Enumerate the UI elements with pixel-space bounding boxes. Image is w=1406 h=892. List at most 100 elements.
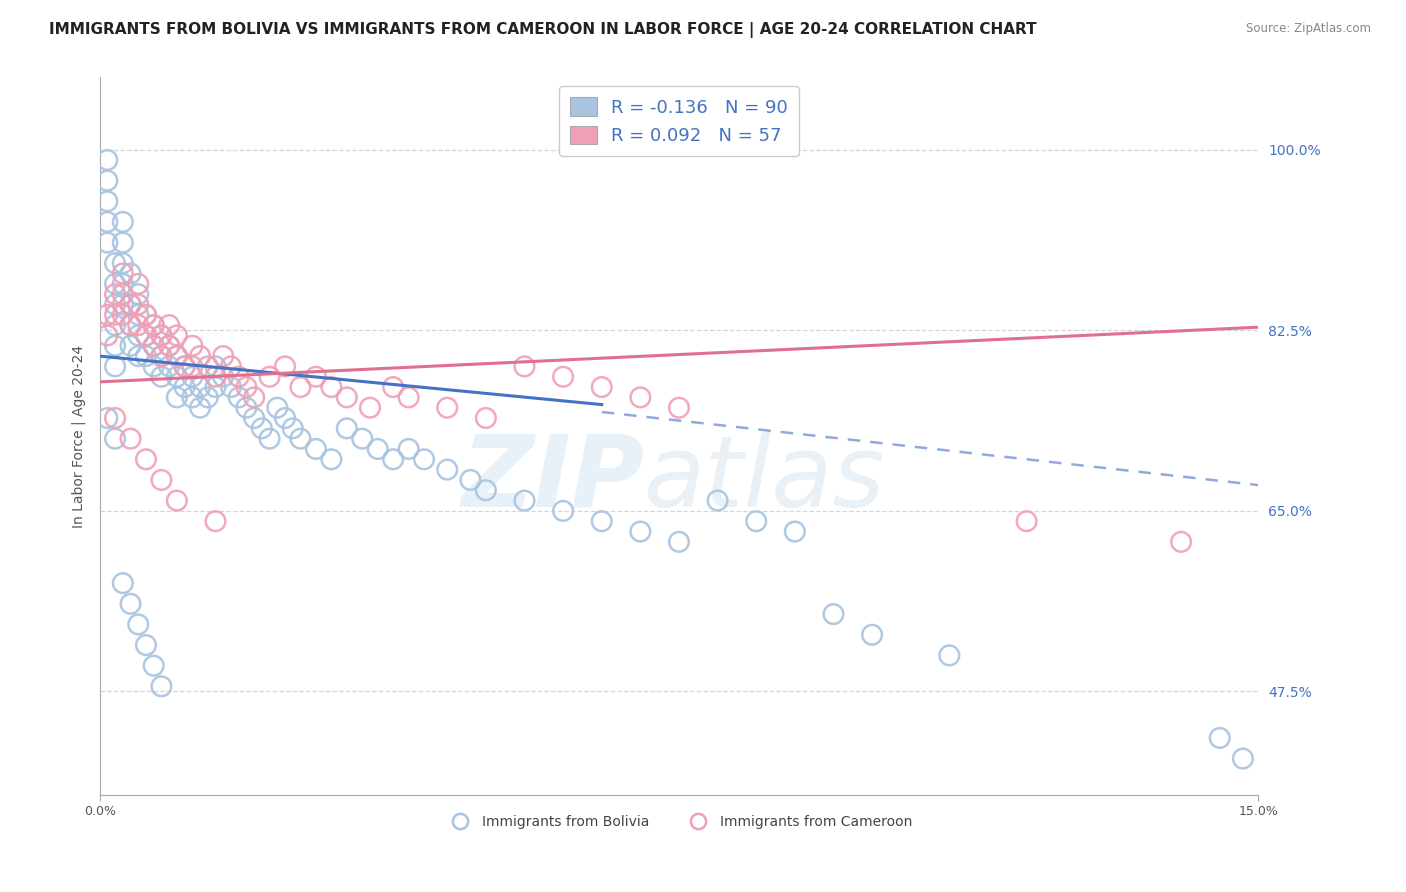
Point <box>127 308 149 322</box>
Text: ZIP: ZIP <box>461 431 644 527</box>
Point <box>127 287 149 301</box>
Point <box>783 524 806 539</box>
Point <box>166 328 188 343</box>
Point <box>228 369 250 384</box>
Point <box>166 349 188 363</box>
Point <box>336 421 359 435</box>
Point <box>181 339 204 353</box>
Point <box>142 318 165 332</box>
Point <box>860 628 883 642</box>
Point <box>204 514 226 528</box>
Point <box>104 318 127 332</box>
Point <box>150 473 173 487</box>
Point <box>96 411 118 425</box>
Point <box>111 256 134 270</box>
Point <box>305 369 328 384</box>
Point <box>204 380 226 394</box>
Point <box>166 349 188 363</box>
Point <box>111 576 134 591</box>
Point <box>367 442 389 456</box>
Point <box>157 359 180 374</box>
Point <box>120 318 142 332</box>
Point <box>166 493 188 508</box>
Point <box>228 390 250 404</box>
Point <box>460 473 482 487</box>
Point <box>142 658 165 673</box>
Point <box>135 308 157 322</box>
Point <box>266 401 288 415</box>
Y-axis label: In Labor Force | Age 20-24: In Labor Force | Age 20-24 <box>72 344 86 528</box>
Point <box>243 390 266 404</box>
Point <box>219 380 242 394</box>
Point <box>321 380 343 394</box>
Point <box>104 308 127 322</box>
Text: atlas: atlas <box>644 431 886 527</box>
Point <box>235 380 257 394</box>
Point <box>204 359 226 374</box>
Point <box>212 369 235 384</box>
Point <box>321 452 343 467</box>
Point <box>305 442 328 456</box>
Point <box>150 349 173 363</box>
Point <box>274 359 297 374</box>
Point <box>104 359 127 374</box>
Point <box>150 349 173 363</box>
Point <box>96 328 118 343</box>
Legend: Immigrants from Bolivia, Immigrants from Cameroon: Immigrants from Bolivia, Immigrants from… <box>440 809 918 834</box>
Point <box>135 452 157 467</box>
Point <box>745 514 768 528</box>
Point <box>157 318 180 332</box>
Point <box>104 432 127 446</box>
Point <box>591 380 613 394</box>
Point <box>96 153 118 167</box>
Point <box>181 359 204 374</box>
Point <box>120 318 142 332</box>
Point <box>668 534 690 549</box>
Point <box>181 390 204 404</box>
Point <box>181 369 204 384</box>
Point <box>135 308 157 322</box>
Point <box>591 514 613 528</box>
Point <box>436 401 458 415</box>
Point <box>96 235 118 250</box>
Point <box>142 359 165 374</box>
Point <box>135 349 157 363</box>
Point <box>127 328 149 343</box>
Point <box>475 483 498 498</box>
Point <box>475 411 498 425</box>
Point <box>235 401 257 415</box>
Point <box>96 174 118 188</box>
Point <box>111 297 134 311</box>
Point <box>120 432 142 446</box>
Point <box>274 411 297 425</box>
Point <box>212 349 235 363</box>
Point <box>127 297 149 311</box>
Point <box>382 380 405 394</box>
Point <box>352 432 374 446</box>
Point <box>290 432 312 446</box>
Point <box>413 452 436 467</box>
Point <box>142 318 165 332</box>
Point <box>553 504 575 518</box>
Point <box>111 267 134 281</box>
Point <box>188 401 211 415</box>
Point <box>281 421 304 435</box>
Point <box>111 287 134 301</box>
Point <box>142 339 165 353</box>
Point <box>259 369 281 384</box>
Point <box>120 297 142 311</box>
Point <box>104 256 127 270</box>
Point <box>142 339 165 353</box>
Point <box>150 328 173 343</box>
Point <box>628 390 651 404</box>
Text: IMMIGRANTS FROM BOLIVIA VS IMMIGRANTS FROM CAMEROON IN LABOR FORCE | AGE 20-24 C: IMMIGRANTS FROM BOLIVIA VS IMMIGRANTS FR… <box>49 22 1036 38</box>
Point <box>398 390 420 404</box>
Point <box>127 318 149 332</box>
Point <box>104 277 127 291</box>
Point <box>150 369 173 384</box>
Point <box>127 349 149 363</box>
Point <box>96 194 118 209</box>
Point <box>823 607 845 621</box>
Point <box>127 617 149 632</box>
Point <box>150 679 173 693</box>
